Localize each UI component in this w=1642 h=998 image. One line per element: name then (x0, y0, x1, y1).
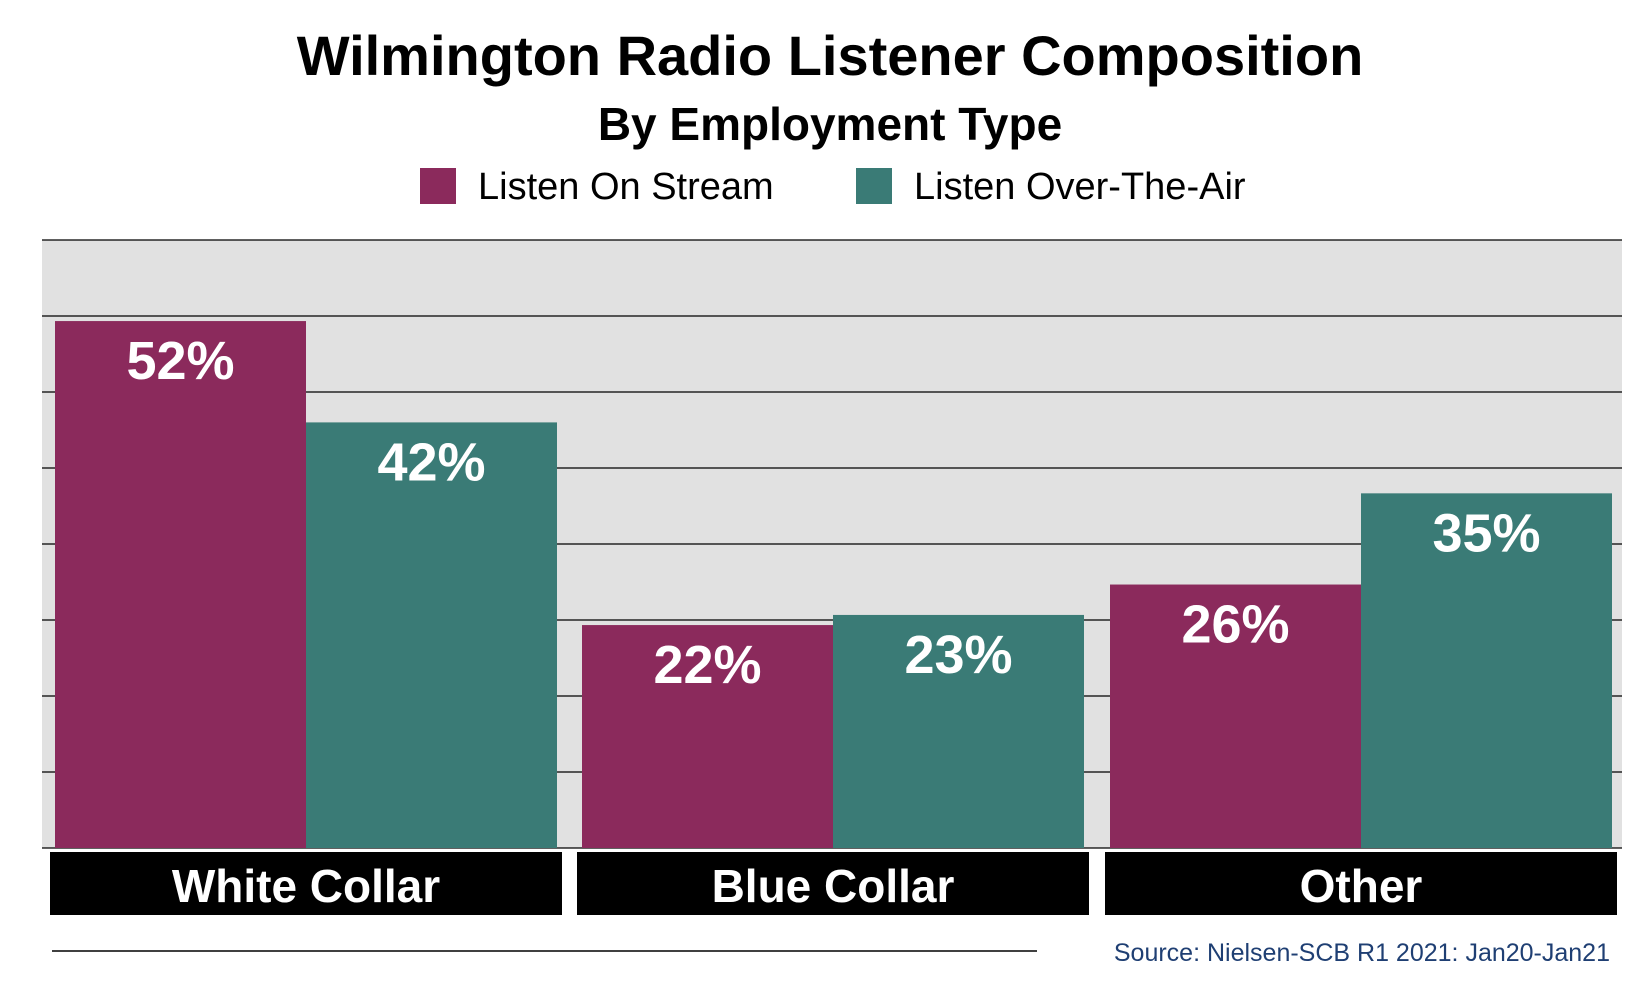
legend-label: Listen Over-The-Air (914, 166, 1246, 208)
value-labels: 52% 42% 22% 23% 26% 35% (126, 331, 1540, 695)
category-label: Blue Collar (712, 860, 955, 912)
legend-swatch (420, 168, 456, 204)
bar-value-label: 52% (126, 331, 234, 391)
category-band (1105, 852, 1617, 915)
bar-value-label: 35% (1432, 503, 1540, 563)
source-note: Source: Nielsen-SCB R1 2021: Jan20-Jan21 (1114, 939, 1610, 967)
category-band (577, 852, 1089, 915)
bars (55, 321, 1612, 849)
legend-label: Listen On Stream (478, 166, 774, 208)
chart-subtitle: By Employment Type (598, 98, 1062, 150)
bar-value-label: 23% (904, 625, 1012, 685)
legend: Listen On Stream Listen Over-The-Air (420, 166, 1246, 208)
legend-swatch (856, 168, 892, 204)
bar-value-label: 26% (1181, 595, 1289, 655)
bar (833, 614, 1084, 848)
category-bands: White Collar Blue Collar Other (50, 852, 1617, 915)
chart-title: Wilmington Radio Listener Composition (297, 24, 1364, 87)
bar (582, 625, 833, 848)
bar (1361, 493, 1612, 848)
bar-value-label: 22% (653, 635, 761, 695)
category-label: Other (1300, 860, 1423, 912)
category-band (50, 852, 562, 915)
bar (55, 321, 306, 849)
bar (1110, 584, 1361, 848)
bar (306, 422, 557, 848)
category-label: White Collar (172, 860, 440, 912)
bar-value-label: 42% (377, 432, 485, 492)
